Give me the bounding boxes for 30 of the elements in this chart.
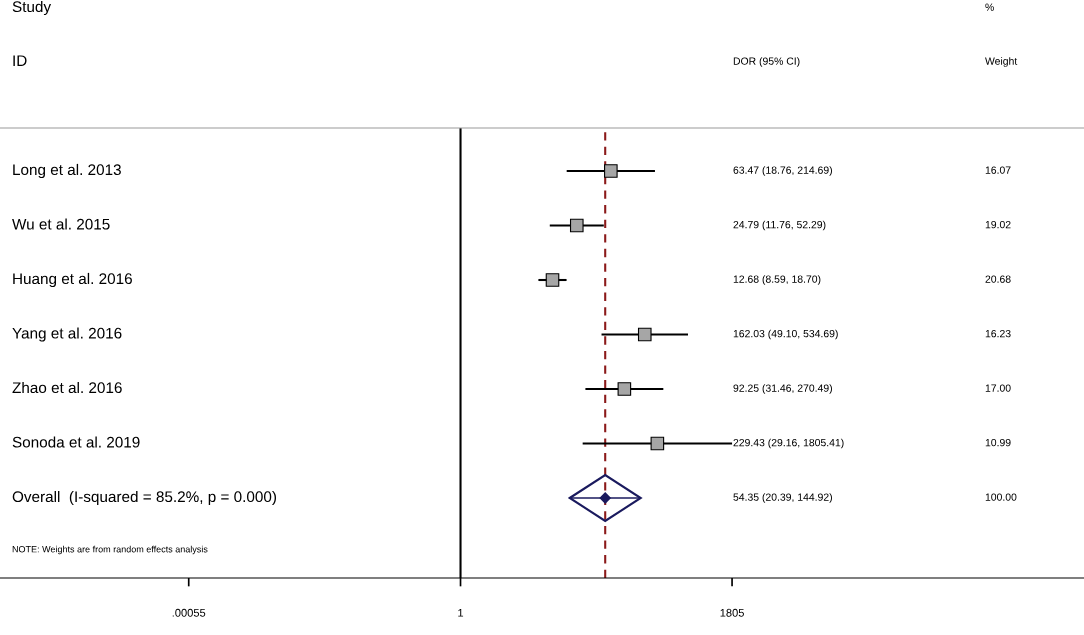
annotation: 12.68 (8.59, 18.70) xyxy=(733,275,821,285)
x-tick-label: 1 xyxy=(458,608,464,617)
annotation: 16.23 xyxy=(985,329,1011,338)
annotation: 10.99 xyxy=(985,438,1011,447)
annotation: 24.79 (11.76, 52.29) xyxy=(733,220,826,231)
y-tick-label: Overall (I-squared = 85.2%, p = 0.000) xyxy=(12,490,277,506)
y-tick-label: Long et al. 2013 xyxy=(13,163,121,179)
y-tick-label: Huang et al. 2016 xyxy=(13,272,132,288)
y-tick-label: Wu et al. 2015 xyxy=(12,218,110,230)
annotation: 17.00 xyxy=(985,384,1011,392)
annotation: 229.43 (29.16, 1805.41) xyxy=(733,438,844,449)
y-tick-label: Sonoda et al. 2019 xyxy=(12,436,140,448)
x-tick-label: 1805 xyxy=(720,608,744,617)
annotation: 92.25 (31.46, 270.49) xyxy=(733,384,832,394)
text: ID xyxy=(13,55,27,66)
annotation: 63.47 (18.76, 214.69) xyxy=(733,166,832,176)
annotation: 16.07 xyxy=(985,166,1011,174)
x-tick-label: .00055 xyxy=(172,608,206,617)
text: Study xyxy=(12,0,52,16)
annotation: NOTE: Weights are from random effects analysis xyxy=(12,545,208,555)
annotation: 162.03 (49.10, 534.69) xyxy=(733,329,838,340)
text: % xyxy=(985,3,994,11)
annotation: 54.35 (20.39, 144.92) xyxy=(733,493,832,503)
y-tick-label: Zhao et al. 2016 xyxy=(12,381,122,394)
text: Weight xyxy=(985,57,1018,67)
text: DOR (95% CI) xyxy=(733,57,800,67)
y-tick-label: Yang et al. 2016 xyxy=(12,327,122,342)
annotation: 100.00 xyxy=(985,493,1017,501)
annotation: 20.68 xyxy=(985,275,1011,283)
annotation: 19.02 xyxy=(985,220,1011,229)
